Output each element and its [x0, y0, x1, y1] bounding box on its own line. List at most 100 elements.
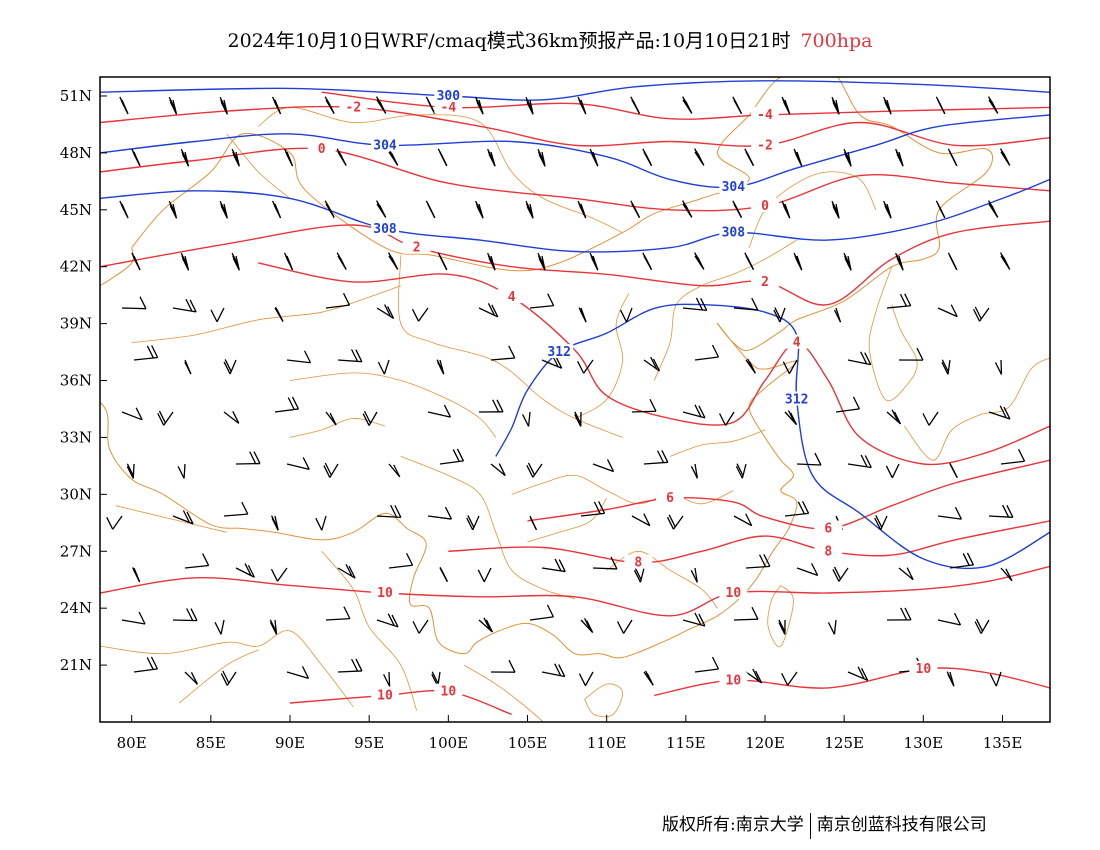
wind-barb: [1000, 252, 1011, 270]
wind-barb: [784, 410, 798, 426]
wind-barb: [336, 252, 347, 270]
geopotential-contour-label-bg: [719, 179, 748, 194]
temperature-contour-label: 10: [377, 688, 393, 703]
geopotential-contour-label: 304: [373, 138, 397, 153]
wind-barb: [733, 297, 759, 311]
wind-barb: [694, 148, 705, 166]
wind-barb: [631, 398, 657, 413]
lat-tick-label: 21N: [60, 656, 92, 674]
temperature-contour-label-bg: [751, 198, 779, 212]
wind-barb: [941, 359, 951, 375]
geopotential-contour-line: [100, 114, 1050, 189]
province-boundary: [748, 171, 877, 248]
wind-barb: [988, 405, 1011, 420]
temperature-contour-line: [289, 689, 512, 716]
wind-barb: [411, 307, 429, 322]
wind-barb: [231, 148, 240, 167]
wind-barb: [666, 514, 684, 530]
wind-barb: [1000, 448, 1026, 465]
wind-barb: [478, 303, 499, 318]
wind-barb: [490, 463, 506, 477]
wind-barb: [733, 513, 753, 527]
wind-barb: [177, 463, 186, 479]
wind-barb: [271, 200, 282, 219]
wind-barb: [745, 668, 763, 684]
province-boundary: [258, 106, 623, 233]
geopotential-contour-line: [100, 80, 1050, 101]
wind-barb: [541, 558, 566, 573]
wind-barb: [376, 504, 402, 519]
lon-tick-label: 110E: [587, 734, 627, 752]
temperature-contour-label-bg: [814, 543, 843, 558]
wind-barb: [793, 148, 803, 167]
wind-barb: [883, 200, 892, 219]
wind-barb: [682, 200, 693, 218]
temperature-contour-label-bg: [656, 490, 684, 505]
temperature-contour-label-bg: [782, 334, 811, 349]
province-boundary: [767, 585, 794, 648]
wind-barb: [324, 200, 335, 218]
wind-barb: [592, 556, 618, 570]
wind-barb: [949, 552, 975, 569]
wind-barb: [271, 96, 282, 115]
wind-barb: [682, 297, 708, 311]
wind-barb: [694, 656, 720, 673]
wind-barb: [733, 606, 759, 621]
wind-barb: [362, 410, 378, 426]
map-background: [100, 77, 1050, 722]
wind-barb: [781, 96, 791, 115]
wind-barb: [337, 658, 363, 673]
wind-barb: [885, 463, 900, 479]
wind-barb: [172, 298, 197, 313]
geopotential-contour-label-bg: [782, 391, 811, 406]
wind-barb: [121, 296, 147, 310]
wind-barb: [478, 399, 504, 413]
wind-barb: [180, 148, 190, 167]
province-boundary: [584, 683, 624, 718]
geopotential-contour-label-bg: [545, 344, 574, 359]
wind-barb: [831, 96, 840, 115]
wind-barb: [437, 252, 448, 271]
temperature-contour-label: -4: [441, 100, 457, 115]
wind-barb: [773, 307, 786, 323]
wind-barb: [106, 515, 123, 530]
wind-barb: [184, 553, 210, 569]
wind-barb: [886, 293, 912, 309]
wind-barb: [796, 563, 819, 576]
wind-barb: [949, 462, 958, 479]
province-boundary: [400, 456, 576, 600]
wind-barb: [578, 307, 587, 323]
wind-barb: [537, 252, 546, 271]
wind-barb: [235, 563, 255, 578]
geopotential-contour-line: [495, 303, 1050, 570]
wind-barb: [1000, 148, 1011, 166]
wind-barb: [132, 567, 141, 583]
wind-barb: [425, 96, 436, 115]
wind-barb: [274, 396, 300, 413]
wind-barb: [283, 148, 294, 167]
wind-barb: [937, 612, 962, 626]
lon-tick-label: 80E: [117, 734, 147, 752]
wind-barb: [286, 457, 310, 471]
wind-barb: [793, 252, 803, 271]
wind-barb: [324, 96, 335, 114]
wind-barb: [375, 200, 387, 218]
lat-tick-label: 33N: [60, 428, 92, 446]
wind-barb: [631, 513, 651, 527]
temperature-contour-line: [100, 147, 1050, 212]
province-boundary: [669, 429, 766, 457]
wind-barb: [219, 200, 228, 219]
lon-tick-label: 135E: [983, 734, 1023, 752]
temperature-contour-label: 8: [824, 544, 832, 559]
geopotential-contours: [100, 80, 1050, 570]
province-boundary: [398, 255, 623, 438]
wind-barb: [231, 252, 240, 271]
temperature-contour-label-bg: [814, 520, 843, 535]
wind-barb: [168, 96, 178, 115]
wind-barb: [474, 200, 484, 219]
lat-tick-label: 45N: [60, 201, 92, 219]
wind-barb: [437, 148, 448, 167]
wind-barb: [874, 515, 888, 531]
wind-barb: [436, 359, 445, 375]
wind-barb: [388, 463, 401, 478]
